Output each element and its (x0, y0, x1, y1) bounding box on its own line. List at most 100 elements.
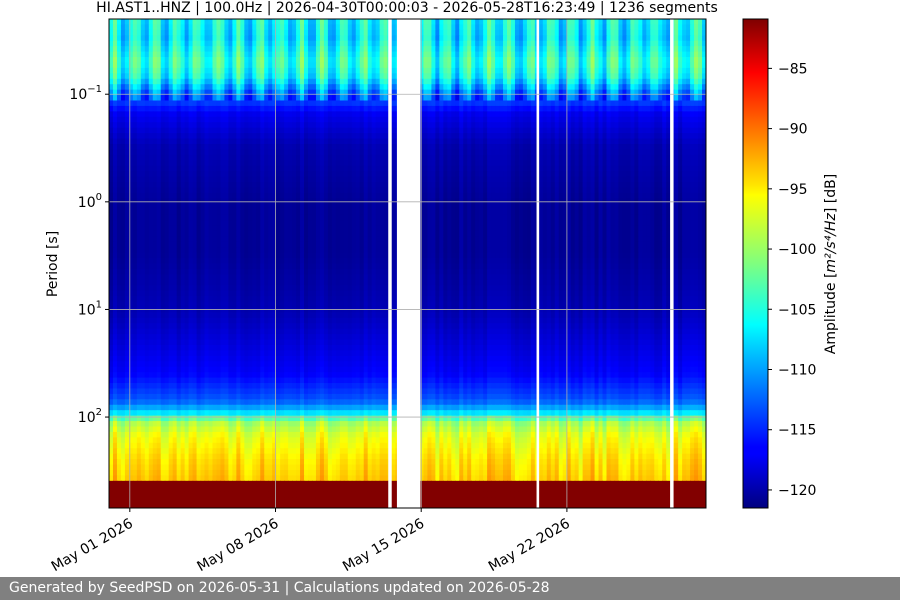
heatmap-cell (479, 67, 484, 74)
heatmap-cell (638, 62, 643, 69)
heatmap-cell (546, 29, 552, 36)
heatmap-cell (359, 138, 365, 145)
heatmap-cell (566, 67, 572, 74)
heatmap-cell (582, 111, 588, 118)
heatmap-cell (204, 78, 210, 85)
heatmap-cell (455, 171, 460, 178)
heatmap-cell (423, 84, 428, 91)
heatmap-cell (112, 165, 118, 172)
heatmap-cell (196, 198, 202, 205)
heatmap-cell (284, 198, 289, 205)
heatmap-cell (646, 29, 651, 36)
heatmap-cell (606, 171, 612, 178)
heatmap-cell (124, 84, 130, 91)
heatmap-cell (383, 62, 389, 69)
heatmap-cell (260, 127, 265, 134)
heatmap-cell (136, 127, 142, 134)
heatmap-cell (136, 57, 142, 64)
heatmap-cell (574, 24, 580, 31)
heatmap-cell (220, 40, 226, 47)
heatmap-cell (308, 35, 313, 42)
heatmap-cell (256, 40, 261, 47)
heatmap-cell (371, 24, 377, 31)
heatmap-cell (236, 192, 241, 199)
heatmap-cell (451, 111, 456, 118)
heatmap-cell (598, 24, 604, 31)
heatmap-cell (192, 122, 198, 129)
heatmap-cell (662, 46, 667, 53)
heatmap-cell (614, 165, 620, 172)
heatmap-cell (132, 24, 138, 31)
heatmap-cell (514, 84, 520, 91)
heatmap-cell (471, 138, 476, 145)
heatmap-cell (427, 122, 432, 129)
heatmap-cell (252, 35, 257, 42)
heatmap-cell (296, 67, 301, 74)
heatmap-cell (363, 29, 369, 36)
heatmap-cell (391, 105, 397, 112)
heatmap-cell (610, 62, 616, 69)
heatmap-cell (160, 198, 166, 205)
heatmap-cell (439, 192, 444, 199)
heatmap-cell (698, 29, 703, 36)
heatmap-cell (602, 51, 608, 58)
heatmap-cell (323, 165, 329, 172)
heatmap-cell (228, 187, 233, 194)
heatmap-cell (180, 187, 186, 194)
heatmap-cell (375, 154, 381, 161)
heatmap-cell (578, 100, 584, 107)
heatmap-cell (674, 35, 679, 42)
heatmap-cell (666, 165, 671, 172)
heatmap-cell (674, 111, 679, 118)
heatmap-cell (343, 35, 349, 42)
heatmap-cell (694, 35, 699, 42)
heatmap-cell (526, 143, 532, 150)
heatmap-cell (702, 51, 706, 58)
heatmap-cell (514, 35, 520, 42)
heatmap-cell (184, 171, 190, 178)
heatmap-cell (443, 171, 448, 178)
heatmap-cell (582, 176, 588, 183)
heatmap-cell (467, 122, 472, 129)
heatmap-cell (335, 51, 341, 58)
heatmap-cell (662, 57, 667, 64)
heatmap-cell (200, 111, 206, 118)
heatmap-cell (288, 171, 293, 178)
heatmap-cell (188, 165, 194, 172)
heatmap-cell (582, 89, 588, 96)
heatmap-cell (518, 154, 524, 161)
heatmap-cell (542, 171, 548, 178)
heatmap-cell (391, 192, 397, 199)
heatmap-cell (610, 95, 616, 102)
heatmap-cell (116, 105, 122, 112)
heatmap-cell (431, 165, 436, 172)
heatmap-cell (327, 62, 333, 69)
heatmap-cell (208, 165, 214, 172)
heatmap-cell (554, 89, 560, 96)
heatmap-cell (192, 40, 198, 47)
heatmap-cell (288, 105, 293, 112)
heatmap-cell (602, 24, 608, 31)
heatmap-cell (503, 40, 508, 47)
heatmap-cell (256, 176, 261, 183)
heatmap-cell (244, 105, 249, 112)
heatmap-cell (562, 149, 568, 156)
heatmap-cell (112, 67, 118, 74)
heatmap-cell (212, 127, 218, 134)
heatmap-cell (698, 62, 703, 69)
heatmap-cell (120, 165, 126, 172)
heatmap-cell (240, 149, 245, 156)
heatmap-cell (379, 67, 385, 74)
heatmap-cell (690, 192, 695, 199)
heatmap-cell (300, 133, 305, 140)
heatmap-cell (236, 149, 241, 156)
heatmap-cell (590, 143, 596, 150)
heatmap-cell (212, 95, 218, 102)
heatmap-cell (634, 133, 639, 140)
heatmap-cell (582, 67, 588, 74)
heatmap-cell (646, 62, 651, 69)
heatmap-cell (109, 67, 114, 74)
heatmap-cell (443, 105, 448, 112)
heatmap-cell (351, 46, 357, 53)
heatmap-cell (495, 182, 500, 189)
